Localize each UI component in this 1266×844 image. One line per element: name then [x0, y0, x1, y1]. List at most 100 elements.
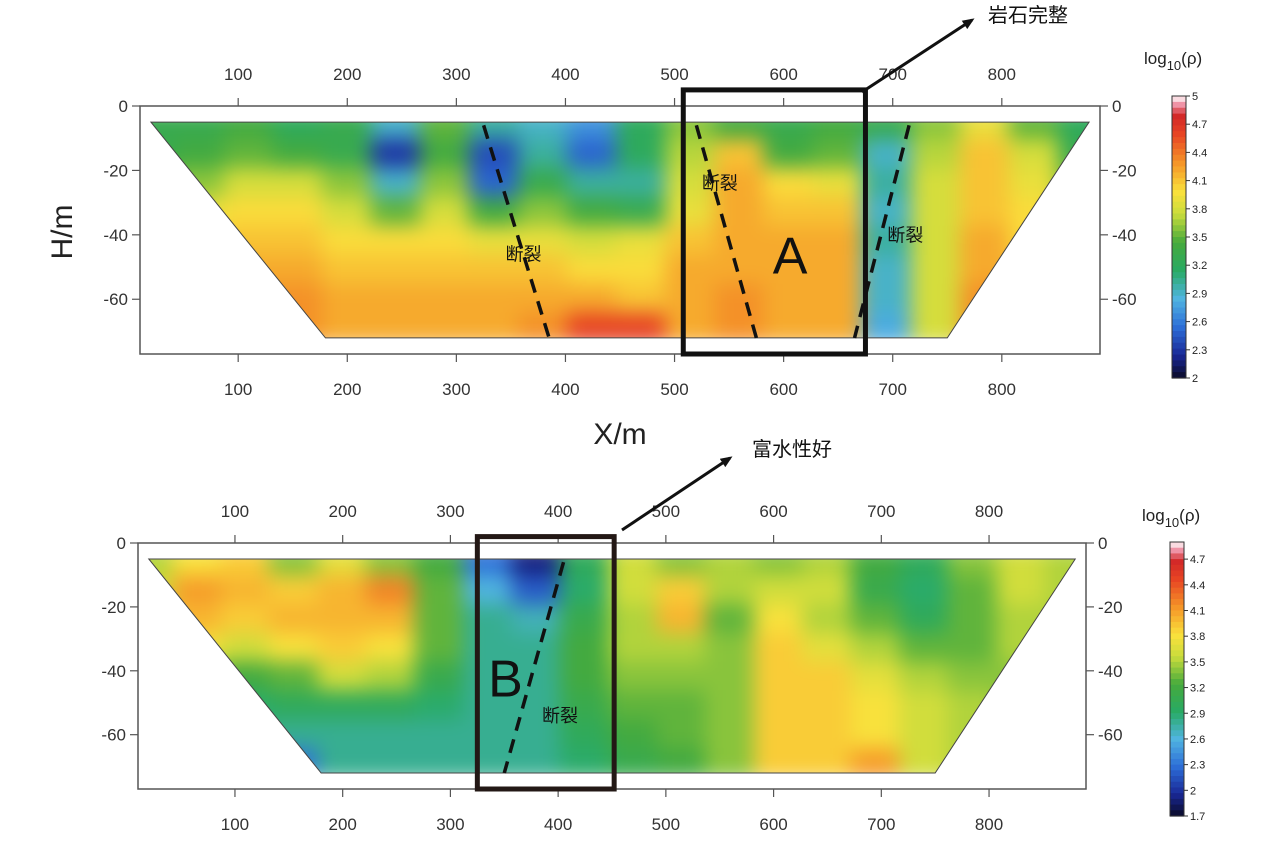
x-tick-label: 300 [442, 65, 470, 84]
resistivity-cell [705, 604, 756, 636]
colorbar-swatch [1170, 764, 1184, 771]
y-tick-label: -40 [1112, 226, 1137, 245]
resistivity-cell [959, 225, 1011, 257]
resistivity-cell [462, 633, 514, 664]
y-tick-label: -60 [103, 290, 128, 309]
colorbar-swatch [1170, 770, 1184, 777]
resistivity-cell [812, 196, 864, 228]
colorbar-tick-label: 3.2 [1190, 683, 1205, 695]
resistivity-cell [802, 748, 853, 774]
colorbar-swatch [1170, 673, 1184, 680]
resistivity-cell [812, 254, 864, 286]
resistivity-cell [268, 719, 320, 751]
resistivity-cell [608, 690, 659, 722]
resistivity-cell [665, 122, 717, 141]
resistivity-cell [365, 690, 417, 722]
resistivity-cell [608, 748, 659, 774]
resistivity-cell [665, 254, 717, 286]
y-tick-label: -20 [101, 598, 126, 617]
resistivity-cell [802, 690, 853, 722]
colorbar-swatch [1172, 254, 1186, 262]
x-tick-label: 700 [879, 65, 907, 84]
resistivity-cell [959, 122, 1011, 141]
zone-box [680, 87, 868, 357]
resistivity-cell [1044, 690, 1076, 722]
colorbar-swatch [1170, 633, 1184, 640]
resistivity-cell [1058, 254, 1090, 286]
resistivity-cell [419, 283, 471, 315]
resistivity-cell [272, 312, 324, 338]
resistivity-cell [559, 748, 611, 774]
colorbar-swatch [1170, 553, 1184, 560]
resistivity-cell [370, 196, 422, 228]
x-tick-label: 400 [544, 815, 572, 834]
resistivity-cell [850, 604, 902, 636]
colorbar-swatch [1172, 184, 1186, 191]
resistivity-cell [1009, 283, 1061, 315]
resistivity-cell [714, 196, 766, 228]
colorbar-swatch [1170, 724, 1184, 731]
resistivity-cell [174, 312, 226, 338]
resistivity-cell [469, 225, 521, 257]
colorbar-swatch [1172, 360, 1186, 367]
colorbar-swatch [1172, 366, 1186, 373]
colorbar-swatch [1170, 587, 1184, 594]
y-axis-left: 0 -20 -40 -60 [101, 534, 138, 745]
resistivity-cell [511, 690, 562, 722]
resistivity-cell [414, 558, 465, 578]
resistivity-cell [861, 254, 913, 286]
resistivity-cell [559, 633, 611, 664]
y-tick-label: -20 [1112, 161, 1137, 180]
resistivity-cell [268, 558, 320, 578]
colorbar-tick-label: 4.7 [1190, 554, 1205, 566]
resistivity-cell [272, 167, 324, 199]
resistivity-cell [567, 122, 619, 141]
resistivity-cell [910, 283, 962, 315]
resistivity-cell [559, 719, 611, 751]
resistivity-cell [272, 283, 324, 315]
colorbar-tick-label: 2 [1192, 373, 1198, 385]
resistivity-cell [705, 719, 756, 751]
colorbar-swatch [1172, 295, 1186, 303]
resistivity-cell [469, 167, 521, 199]
resistivity-cell [172, 690, 223, 722]
resistivity-cell [365, 661, 417, 693]
section-outline [149, 121, 1091, 339]
resistivity-cell [608, 558, 659, 578]
resistivity-cell [317, 719, 368, 751]
resistivity-cell [148, 690, 175, 722]
resistivity-cell [419, 122, 471, 141]
y-tick-label: -20 [103, 161, 128, 180]
colorbar-swatch [1170, 741, 1184, 749]
x-tick-label: 800 [975, 815, 1003, 834]
resistivity-cell [1058, 122, 1090, 141]
resistivity-cell [947, 558, 999, 578]
colorbar-border [1169, 541, 1185, 817]
resistivity-cell [802, 661, 853, 693]
colorbar-swatch [1170, 701, 1184, 709]
colorbar-swatch [1170, 798, 1184, 806]
resistivity-cell [996, 558, 1047, 578]
resistivity-cell [414, 575, 465, 607]
x-tick-label: 500 [660, 65, 688, 84]
resistivity-cell [220, 558, 271, 578]
resistivity-cell [150, 196, 177, 228]
resistivity-cell [272, 138, 324, 170]
resistivity-cell [321, 196, 373, 228]
resistivity-cell [899, 661, 950, 693]
resistivity-cell [802, 558, 853, 578]
y-tick-label: -60 [1098, 726, 1123, 745]
x-tick-label: 500 [652, 815, 680, 834]
colorbar-swatch [1170, 718, 1184, 726]
colorbar-swatch [1170, 810, 1184, 817]
resistivity-cell [1009, 196, 1061, 228]
resistivity-cell [272, 225, 324, 257]
resistivity-cell [469, 312, 521, 338]
fault-line [502, 561, 566, 774]
resistivity-cell [220, 748, 271, 774]
resistivity-cell [705, 661, 756, 693]
x-tick-label: 800 [975, 502, 1003, 521]
resistivity-cell [1058, 312, 1090, 338]
zone-label: B [488, 650, 523, 708]
